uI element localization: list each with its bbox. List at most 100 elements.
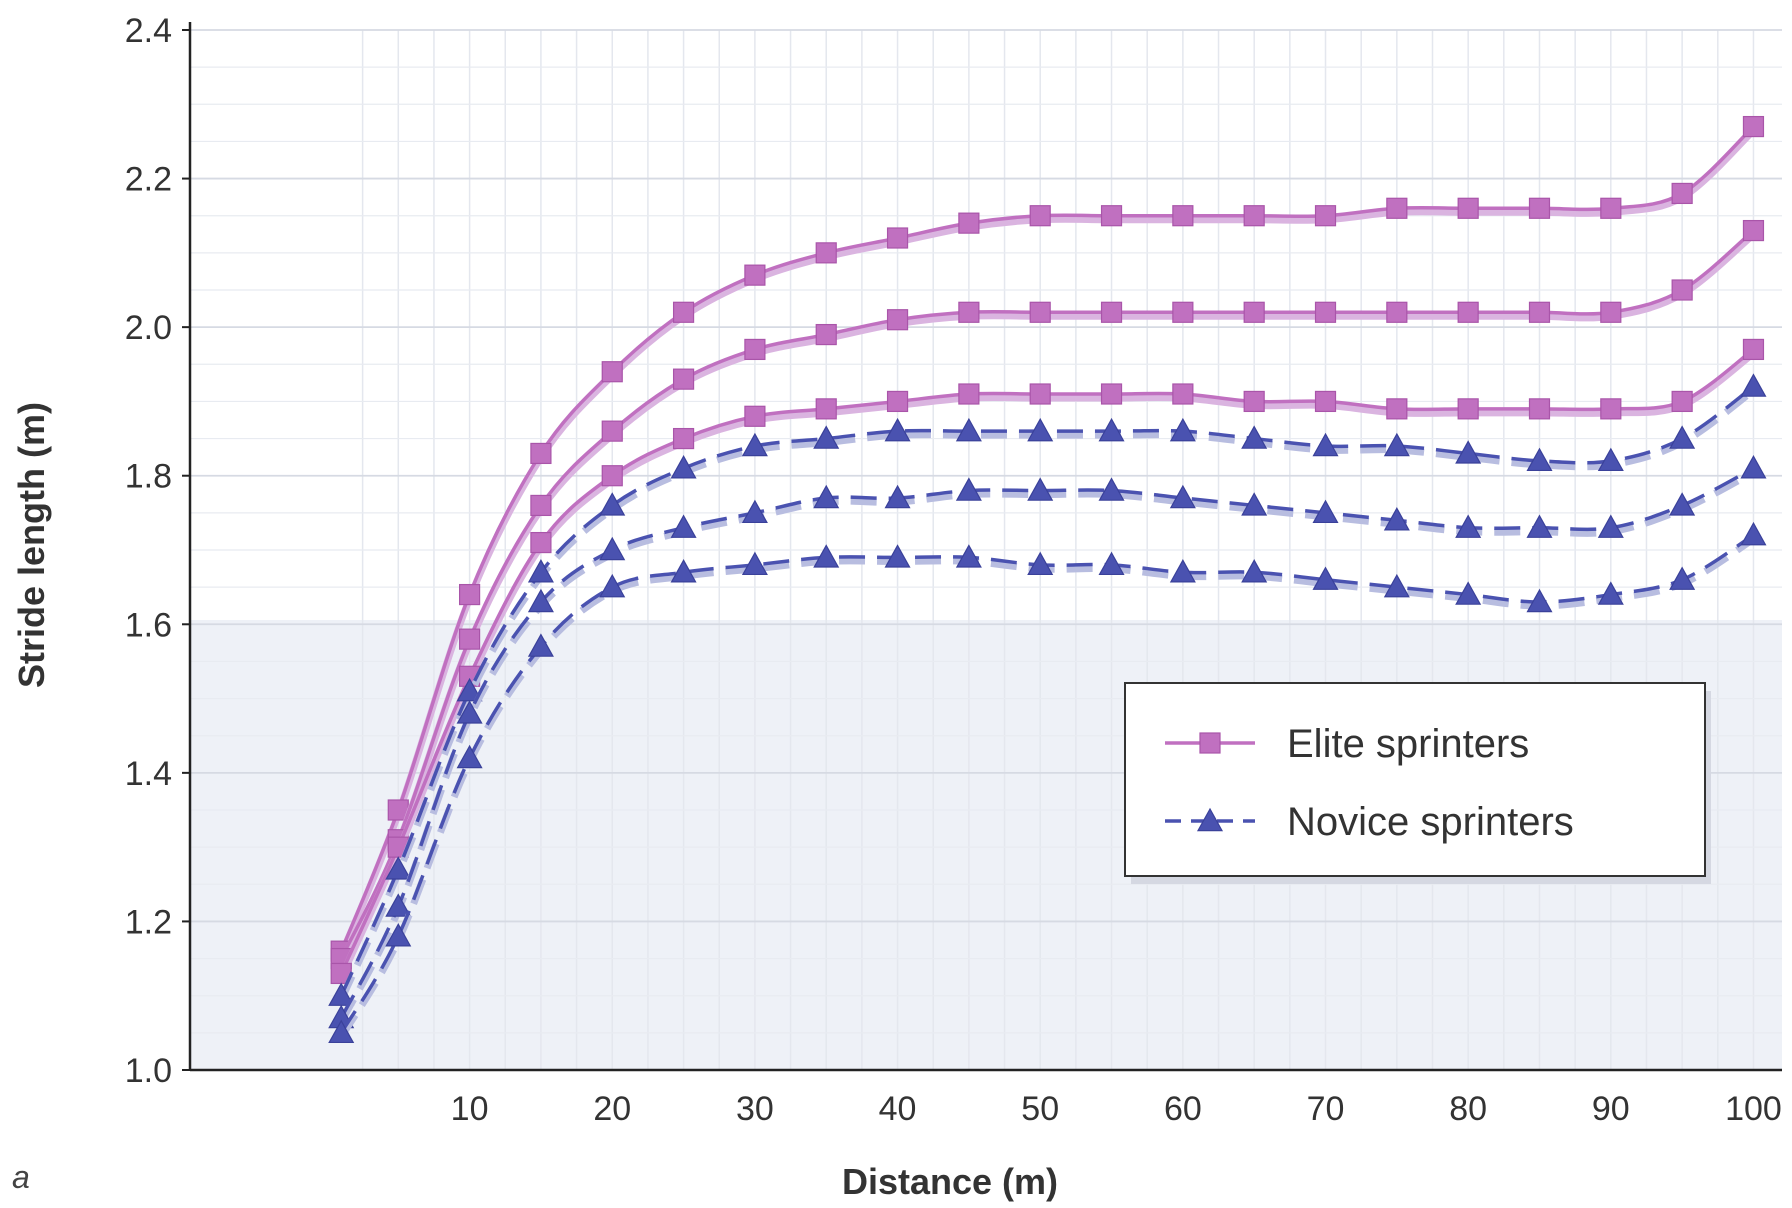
data-point	[530, 531, 552, 554]
data-point	[1098, 551, 1125, 576]
data-point	[599, 573, 626, 598]
data-point	[1241, 492, 1268, 516]
data-point	[672, 368, 695, 390]
data-point	[955, 544, 982, 568]
data-point	[744, 338, 766, 361]
data-point	[385, 893, 412, 917]
data-series	[328, 115, 1767, 1044]
data-point	[1526, 588, 1553, 613]
data-point	[1600, 398, 1622, 420]
y-tick-label: 2.2	[125, 161, 172, 199]
data-point	[1029, 301, 1051, 323]
data-point	[1740, 373, 1767, 397]
data-point	[670, 455, 697, 479]
y-axis-title: Stride length (m)	[11, 402, 52, 688]
data-point	[672, 301, 695, 323]
series-line	[339, 125, 1755, 952]
data-point	[1383, 432, 1410, 457]
data-point	[1526, 514, 1553, 538]
data-point	[1455, 581, 1482, 605]
data-point	[1671, 182, 1693, 205]
data-point	[1241, 425, 1268, 449]
data-point	[1528, 197, 1551, 219]
data-point	[1314, 205, 1337, 227]
data-point	[1669, 566, 1696, 590]
data-point	[886, 227, 909, 249]
data-point	[1457, 301, 1479, 323]
data-point	[1169, 417, 1196, 442]
legend-marker	[1199, 732, 1221, 754]
legend: Elite sprinters Novice sprinters	[1124, 682, 1711, 884]
series-line	[339, 385, 1755, 997]
series-4	[328, 373, 1767, 1006]
data-point	[1172, 383, 1194, 405]
data-point	[1740, 521, 1767, 546]
x-tick-label: 70	[1307, 1090, 1345, 1128]
data-point	[1600, 197, 1622, 219]
data-point	[1169, 484, 1196, 509]
data-point	[1528, 301, 1551, 323]
series-line	[339, 229, 1755, 960]
data-point	[1669, 425, 1696, 449]
y-tick-label: 1.0	[125, 1052, 172, 1090]
series-line-shadow	[338, 231, 1756, 965]
x-tick-label: 50	[1021, 1090, 1059, 1128]
y-tick-label: 2.0	[125, 309, 172, 347]
data-point	[884, 484, 911, 509]
data-point	[1100, 205, 1123, 227]
data-point	[1100, 301, 1123, 323]
data-point	[813, 425, 840, 449]
data-point	[456, 744, 483, 769]
data-point	[1383, 573, 1410, 598]
data-point	[1457, 398, 1479, 420]
tick-labels: 1.0 1.2 1.4 1.6 1.8 2.0 2.2 2.4 10 20 30 40 50 60 70 80…	[125, 12, 1782, 1128]
data-point	[741, 499, 768, 524]
data-point	[1312, 432, 1339, 457]
data-point	[1386, 301, 1408, 323]
data-point	[815, 242, 837, 264]
data-point	[601, 420, 623, 442]
data-point	[599, 536, 626, 561]
data-point	[1742, 338, 1765, 361]
data-point	[1312, 499, 1339, 524]
series-line-shadow	[338, 387, 1756, 1002]
data-point	[815, 323, 837, 346]
data-point	[958, 383, 980, 405]
data-point	[1597, 581, 1624, 605]
series-2	[330, 219, 1765, 970]
series-line-shadow	[338, 350, 1756, 979]
data-point	[1455, 514, 1482, 538]
data-point	[1740, 455, 1767, 479]
data-point	[1455, 440, 1482, 464]
data-point	[1243, 205, 1265, 227]
data-point	[1597, 514, 1624, 538]
series-line-shadow	[338, 469, 1756, 1024]
data-point	[955, 417, 982, 442]
data-point	[458, 628, 481, 650]
panel-label: a	[12, 1159, 30, 1195]
y-tick-label: 2.4	[125, 12, 172, 50]
series-3	[330, 338, 1765, 985]
data-point	[1383, 507, 1410, 531]
axes	[182, 22, 1782, 1072]
data-point	[1029, 205, 1051, 227]
data-point	[1669, 492, 1696, 516]
legend-entry-2: Novice sprinters	[1165, 800, 1574, 844]
x-tick-label: 30	[736, 1090, 774, 1128]
data-point	[1597, 447, 1624, 472]
data-point	[527, 559, 554, 583]
data-point	[670, 514, 697, 538]
data-point	[958, 212, 980, 234]
series-line	[339, 466, 1755, 1019]
data-point	[1027, 417, 1054, 442]
data-point	[1314, 390, 1337, 413]
data-point	[1457, 197, 1479, 219]
data-point	[1314, 301, 1337, 323]
series-line	[339, 533, 1755, 1034]
data-point	[886, 390, 909, 413]
data-point	[1243, 301, 1265, 323]
data-point	[601, 361, 623, 383]
data-point	[328, 1019, 355, 1044]
data-point	[1172, 301, 1194, 323]
data-point	[1098, 477, 1125, 501]
